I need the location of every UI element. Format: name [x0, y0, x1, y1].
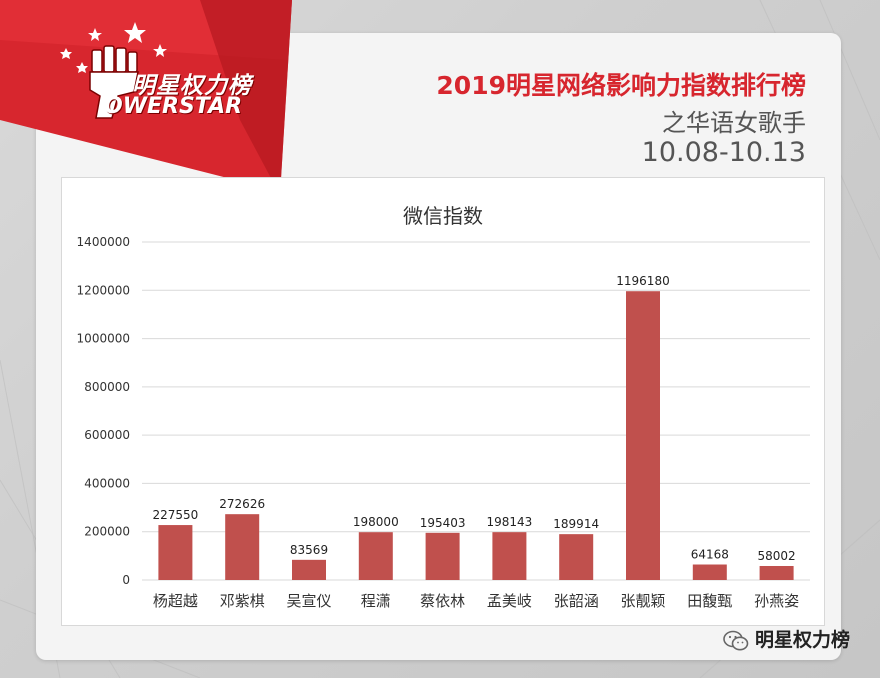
y-tick-label: 400000 [84, 476, 130, 490]
data-label: 1196180 [616, 274, 669, 288]
bar [425, 532, 460, 580]
y-tick-label: 1000000 [77, 332, 130, 346]
category-label: 程潇 [361, 592, 391, 610]
y-tick-label: 800000 [84, 380, 130, 394]
watermark-text: 明星权力榜 [754, 629, 850, 651]
bar [759, 565, 794, 580]
y-tick-label: 1400000 [77, 235, 130, 249]
chart-title: 微信指数 [403, 204, 483, 228]
category-label: 邓紫棋 [220, 592, 265, 610]
bar [626, 291, 660, 580]
bar [692, 564, 727, 580]
category-label: 吴宣仪 [286, 592, 331, 610]
data-label: 227550 [152, 508, 198, 522]
bar [158, 525, 193, 580]
logo-text-cn: 明星权力榜 [132, 73, 252, 99]
date-range: 10.08-10.13 [641, 137, 806, 168]
data-label: 189914 [553, 517, 599, 531]
category-label: 杨超越 [153, 592, 198, 610]
data-label: 64168 [691, 548, 729, 562]
data-label: 272626 [219, 497, 265, 511]
watermark: 明星权力榜 [723, 625, 850, 652]
category-label: 张韶涵 [554, 592, 599, 610]
data-label: 83569 [290, 543, 328, 557]
wechat-icon [723, 630, 749, 650]
bar-chart: 0 200000 400000 600000 800000 1000000 1200000 1… [77, 235, 810, 610]
category-label: 孙燕姿 [754, 592, 799, 610]
data-label: 195403 [420, 516, 466, 530]
chart-area: 微信指数 0 200000 400000 600000 800000 1000000 120… [61, 177, 825, 626]
data-label: 198000 [353, 515, 399, 529]
category-label: 张靓颖 [620, 592, 665, 610]
fist-icon [89, 45, 139, 119]
data-label: 198143 [486, 515, 532, 529]
bar [225, 514, 260, 580]
bar [292, 559, 326, 580]
y-tick-label: 1200000 [77, 283, 130, 297]
page-title: 2019明星网络影响力指数排行榜 [436, 71, 806, 100]
category-label: 孟美岐 [487, 592, 532, 610]
page-subtitle: 之华语女歌手 [662, 109, 806, 137]
powerstar-logo [0, 0, 292, 195]
y-tick-label: 600000 [84, 428, 130, 442]
y-tick-label: 0 [122, 573, 130, 587]
category-label: 田馥甄 [687, 592, 732, 610]
data-label: 58002 [758, 549, 796, 563]
category-label: 蔡依林 [420, 592, 465, 610]
y-tick-label: 200000 [84, 525, 130, 539]
bar [492, 532, 527, 580]
bar [559, 534, 594, 580]
bar [358, 532, 393, 580]
logo-text-en: OWERSTAR [104, 94, 243, 119]
